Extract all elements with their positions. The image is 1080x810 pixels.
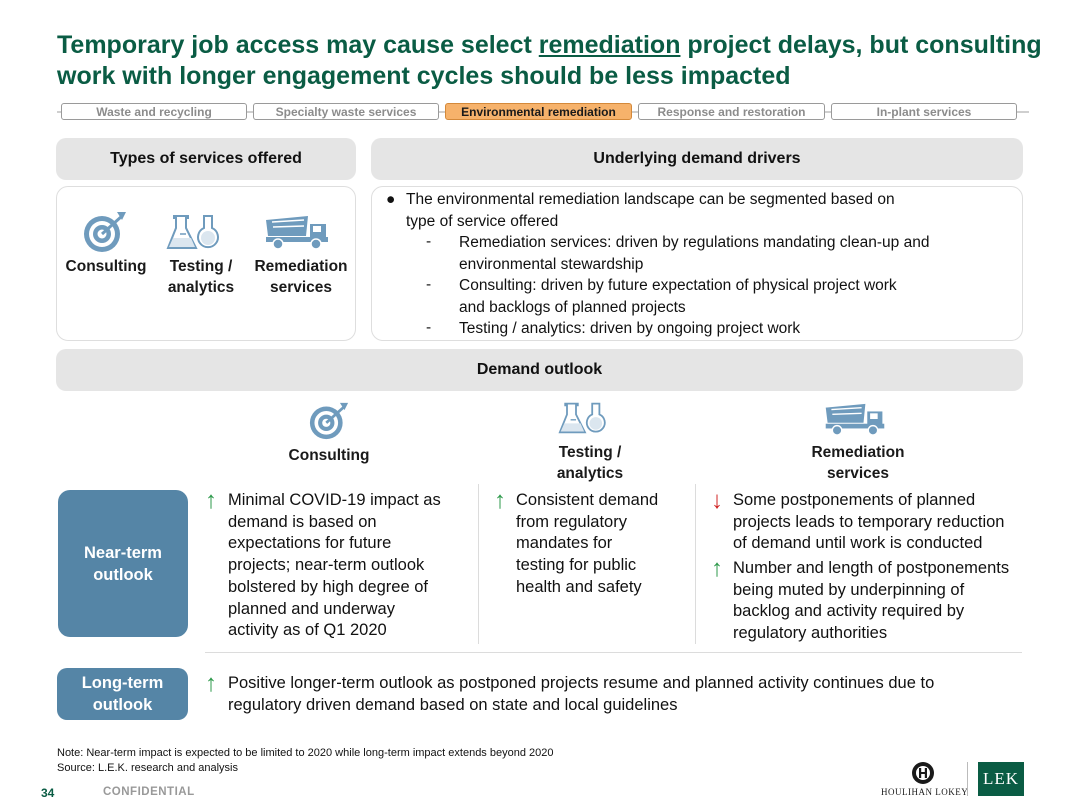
page-number: 34: [41, 786, 55, 800]
row-divider: [205, 652, 1022, 653]
tab-in-plant-services[interactable]: In-plant services: [831, 103, 1017, 120]
services-box: [56, 186, 356, 341]
near-term-label: Near-term outlook: [58, 490, 188, 637]
houlihan-lokey-logo-icon: [912, 762, 934, 784]
near-term-remediation-up-text: Number and length of postponements being…: [733, 559, 1010, 643]
lab-flask-icon: [166, 215, 219, 249]
dash-marker: -: [426, 233, 432, 250]
dump-truck-icon: [266, 216, 328, 250]
column-head-remediation: Remediation services: [811, 444, 905, 482]
title-underlined-word: remediation: [538, 31, 681, 59]
tab-environmental-remediation[interactable]: Environmental remediation: [445, 103, 632, 120]
driver-sub-consulting: Consulting: driven by future expectation…: [459, 277, 897, 316]
column-divider: [695, 484, 696, 644]
dash-marker: -: [426, 319, 432, 336]
driver-bullet-main: The environmental remediation landscape …: [406, 191, 895, 230]
service-label-testing: Testing / analytics: [167, 258, 235, 296]
driver-sub-remediation: Remediation services: driven by regulati…: [459, 234, 930, 273]
page-title: Temporary job access may cause select re…: [57, 31, 1042, 90]
target-icon: [84, 212, 126, 252]
arrow-up-icon: ↑: [711, 555, 723, 582]
services-header: Types of services offered: [56, 138, 356, 180]
arrow-up-icon: ↑: [494, 487, 506, 514]
near-term-remediation-down-text: Some postponements of planned projects l…: [733, 491, 1005, 553]
driver-sub-testing: Testing / analytics: driven by ongoing p…: [459, 320, 801, 337]
arrow-down-icon: ↓: [711, 487, 723, 514]
lek-logo: LEK: [978, 762, 1024, 796]
tab-specialty-waste-services[interactable]: Specialty waste services: [253, 103, 439, 120]
column-head-testing: Testing / analytics: [556, 444, 624, 482]
logo-divider: [967, 762, 968, 796]
long-term-label: Long-term outlook: [57, 668, 188, 720]
tab-waste-and-recycling[interactable]: Waste and recycling: [61, 103, 247, 120]
service-label-remediation: Remediation services: [254, 258, 348, 296]
arrow-up-icon: ↑: [205, 487, 217, 514]
dump-truck-icon: [825, 403, 885, 436]
service-label-consulting: Consulting: [65, 258, 147, 275]
bullet-dot: ●: [386, 191, 396, 208]
dash-marker: -: [426, 276, 432, 293]
houlihan-lokey-logo-text: HOULIHAN LOKEY: [881, 787, 969, 797]
drivers-box: [371, 186, 1023, 341]
column-head-consulting: Consulting: [288, 447, 370, 464]
demand-outlook-header: Demand outlook: [56, 349, 1023, 391]
footnote: Note: Near-term impact is expected to be…: [57, 747, 554, 759]
long-term-text: Positive longer-term outlook as postpone…: [228, 674, 935, 714]
drivers-header: Underlying demand drivers: [371, 138, 1023, 180]
arrow-up-icon: ↑: [205, 670, 217, 697]
near-term-consulting-text: Minimal COVID-19 impact as demand is bas…: [228, 491, 441, 640]
confidential-label: CONFIDENTIAL: [103, 786, 195, 798]
near-term-testing-text: Consistent demand from regulatory mandat…: [516, 491, 659, 596]
source-note: Source: L.E.K. research and analysis: [57, 762, 238, 774]
column-divider: [478, 484, 479, 644]
tab-response-and-restoration[interactable]: Response and restoration: [638, 103, 825, 120]
lab-flask-icon: [558, 402, 606, 434]
target-icon: [309, 402, 349, 440]
